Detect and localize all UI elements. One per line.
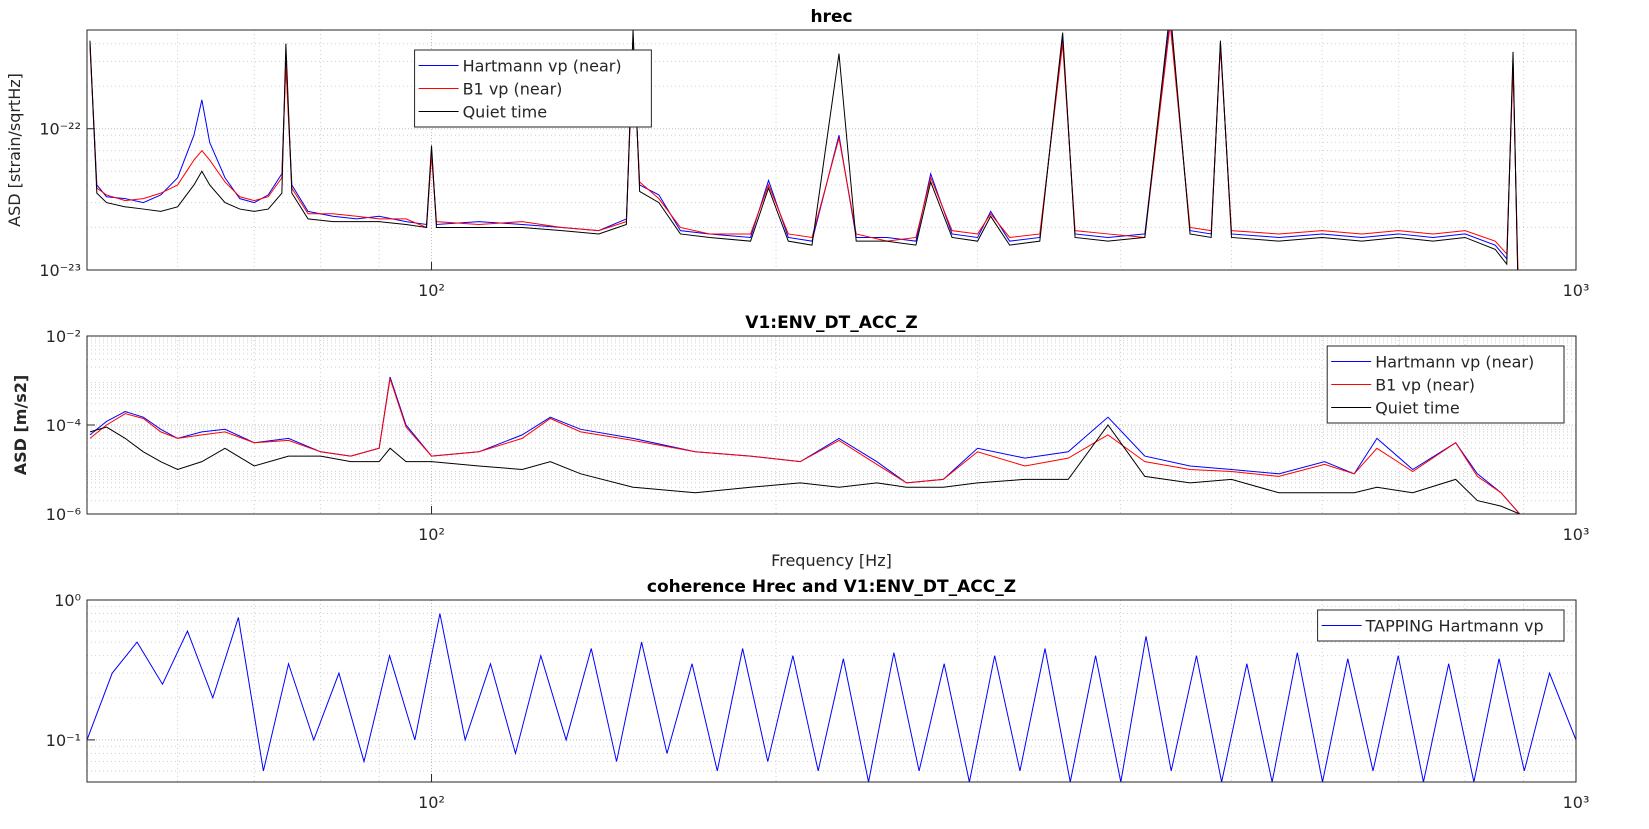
axes-frame — [86, 29, 1577, 271]
x-tick-label: 10³ — [1563, 281, 1590, 300]
chart-title: V1:ENV_DT_ACC_Z — [745, 313, 917, 333]
plot-area — [87, 30, 1576, 270]
y-axis-label: ASD [strain/sqrtHz] — [5, 73, 24, 227]
legend-label: Hartmann vp (near) — [1375, 353, 1534, 372]
legend: Hartmann vp (near) B1 vp (near) Quiet time — [414, 49, 652, 128]
series-line — [89, 30, 1519, 270]
y-tick-label: 10⁻² — [46, 327, 81, 346]
legend-label: Hartmann vp (near) — [463, 57, 622, 76]
series-line — [87, 613, 1576, 782]
x-tick-label: 10³ — [1563, 525, 1590, 544]
y-tick-label: 10⁰ — [54, 591, 81, 610]
x-tick-label: 10² — [418, 525, 445, 544]
legend-label: Quiet time — [1375, 399, 1460, 418]
x-axis-label: Frequency [Hz] — [771, 551, 892, 570]
y-tick-label: 10⁻⁶ — [46, 505, 81, 524]
y-axis-label: ASD [m/s2] — [11, 375, 30, 476]
subplot: 10² 10³ 10⁻⁶ 10⁻⁴ 10⁻² V1:ENV_DT_ACC_Z ASD [m/… — [11, 313, 1589, 570]
legend-label: Quiet time — [463, 103, 548, 122]
x-tick-label: 10² — [418, 793, 445, 812]
y-tick-label: 10⁻⁴ — [46, 416, 81, 435]
chart-title: hrec — [810, 7, 852, 27]
legend: Hartmann vp (near) B1 vp (near) Quiet time — [1326, 345, 1565, 424]
x-tick-label: 10³ — [1563, 793, 1590, 812]
series-line — [89, 30, 1527, 270]
chart-title: coherence Hrec and V1:ENV_DT_ACC_Z — [647, 577, 1016, 597]
x-tick-label: 10² — [418, 281, 445, 300]
legend-label: B1 vp (near) — [1375, 376, 1475, 395]
y-tick-label: 10⁻²³ — [39, 261, 81, 280]
legend: TAPPING Hartmann vp — [1317, 609, 1565, 642]
legend-label: TAPPING Hartmann vp — [1365, 617, 1544, 636]
subplot: 10² 10³ 10⁻²³ 10⁻²² hrec ASD [strain/sqrtHz] H… — [5, 7, 1589, 300]
subplot: 10² 10³ 10⁻¹ 10⁰ coherence Hrec and V1:ENV_D… — [46, 577, 1590, 812]
y-tick-label: 10⁻²² — [39, 120, 81, 139]
series-line — [89, 30, 1519, 270]
axes-frame — [86, 335, 1577, 515]
y-tick-label: 10⁻¹ — [46, 731, 81, 750]
axes-frame — [86, 599, 1577, 783]
legend-label: B1 vp (near) — [463, 80, 563, 99]
series-line — [89, 378, 1521, 514]
series-line — [89, 424, 1520, 514]
